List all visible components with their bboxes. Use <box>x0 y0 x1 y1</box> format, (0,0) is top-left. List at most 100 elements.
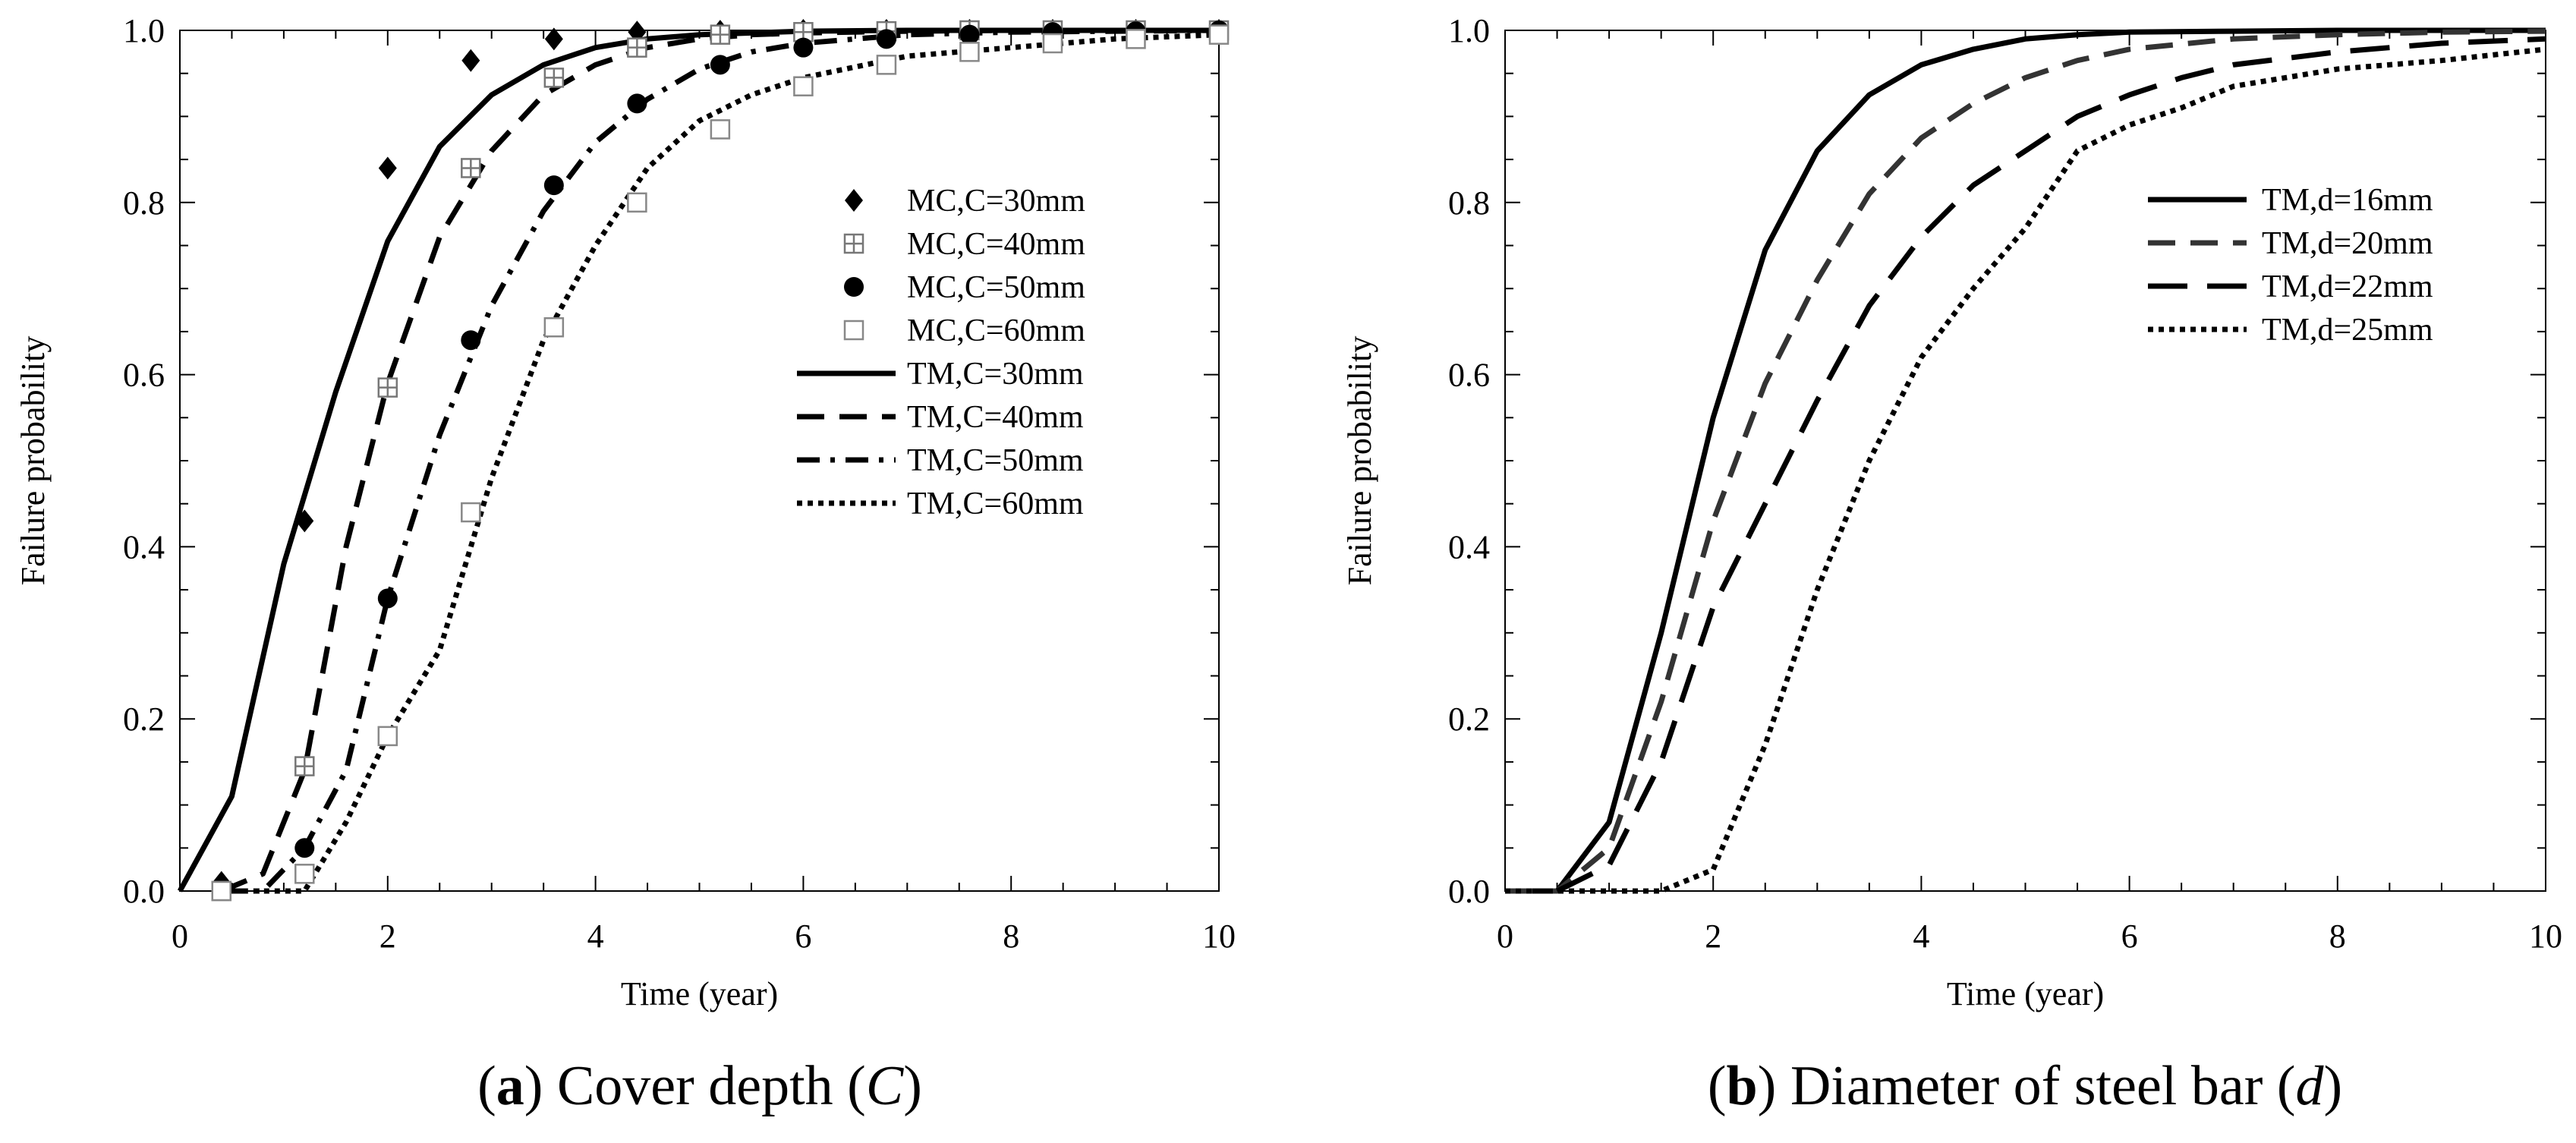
y-tick-label: 0.8 <box>1448 184 1490 222</box>
series-line-tm-d-16mm <box>1505 27 2546 894</box>
series-line-tm-c-50mm <box>221 27 1220 894</box>
y-tick-label: 1.0 <box>123 12 165 49</box>
caption-letter: b <box>1727 1055 1758 1117</box>
data-point-mc-c-60mm <box>211 880 232 902</box>
chart-panel-b: 0 2 4 6 8 10 0.0 0.2 0.4 0.6 0.8 1.0 Time (year) Fail… <box>1341 12 2562 1117</box>
data-point-mc-c-40mm <box>377 377 398 398</box>
data-point-mc-c-60mm <box>876 55 897 75</box>
legend: MC,C=30mm MC,C=40mm MC,C=50mm MC,C=60mm TM,C… <box>797 184 1085 521</box>
chart-panel-a: 0 2 4 6 8 10 0.0 0.2 0.4 0.6 0.8 1.0 Time (year) Fail… <box>14 12 1236 1117</box>
legend-marker <box>845 189 863 212</box>
data-point-mc-c-50mm <box>710 55 730 75</box>
legend-label: MC,C=30mm <box>907 184 1085 219</box>
y-tick-label: 0.2 <box>1448 701 1490 738</box>
legend-marker <box>843 320 864 341</box>
data-point-mc-c-40mm <box>710 24 731 45</box>
series-line-tm-d-20mm <box>1505 28 2546 894</box>
legend-label: MC,C=50mm <box>907 270 1085 305</box>
x-tick-label: 0 <box>172 918 188 955</box>
legend-label: TM,d=22mm <box>2262 269 2433 304</box>
x-tick-label: 8 <box>2329 918 2346 955</box>
panel-caption: (a) Cover depth (C) <box>477 1055 922 1117</box>
legend-label: TM,d=20mm <box>2262 226 2433 261</box>
data-point-mc-c-60mm <box>1208 24 1230 45</box>
y-tick-label: 1.0 <box>1448 12 1490 49</box>
caption-close-paren: ) <box>1758 1055 1777 1117</box>
data-point-mc-c-50mm <box>377 588 398 609</box>
x-tick-label: 6 <box>2121 918 2138 955</box>
data-point-mc-c-50mm <box>294 838 315 858</box>
legend-label: MC,C=60mm <box>907 313 1085 348</box>
legend: TM,d=16mm TM,d=20mm TM,d=22mm TM,d=25mm <box>2148 183 2433 348</box>
caption-variable: d <box>2296 1055 2325 1117</box>
data-point-mc-c-50mm <box>793 37 814 58</box>
x-tick-label: 2 <box>1705 918 1721 955</box>
y-tick-label: 0.0 <box>123 873 165 910</box>
legend-label: TM,C=40mm <box>907 400 1084 435</box>
data-point-mc-c-50mm <box>543 175 564 196</box>
x-tick-label: 10 <box>1202 918 1236 955</box>
legend-marker <box>844 277 864 297</box>
y-tick-label: 0.4 <box>1448 528 1490 565</box>
series-line-tm-c-40mm <box>220 27 1219 894</box>
caption-close-paren: ) <box>524 1055 543 1117</box>
data-point-mc-c-40mm <box>294 756 315 776</box>
caption-letter: a <box>496 1055 524 1117</box>
data-point-mc-c-40mm <box>793 22 814 43</box>
plot-frame <box>1504 30 2546 892</box>
legend-label: TM,C=60mm <box>907 486 1084 521</box>
data-point-mc-c-40mm <box>461 158 481 178</box>
data-point-mc-c-30mm <box>544 27 563 51</box>
caption-text: Cover depth ( <box>543 1055 865 1117</box>
series-line-tm-d-22mm <box>1556 36 2546 894</box>
data-point-mc-c-30mm <box>378 156 397 180</box>
data-point-mc-c-60mm <box>294 864 315 884</box>
data-point-mc-c-40mm <box>543 68 565 88</box>
caption-variable: C <box>866 1055 905 1117</box>
caption-end: ) <box>903 1055 922 1117</box>
data-point-mc-c-60mm <box>627 192 647 213</box>
x-axis-label: Time (year) <box>1947 975 2104 1012</box>
panel-caption: (b) Diameter of steel bar (d) <box>1708 1055 2342 1117</box>
data-point-mc-c-30mm <box>461 49 480 72</box>
data-point-mc-c-60mm <box>959 42 980 62</box>
x-tick-label: 0 <box>1497 918 1513 955</box>
y-tick-label: 0.8 <box>123 184 165 222</box>
legend-marker <box>843 233 864 254</box>
legend-label: TM,d=16mm <box>2262 183 2433 218</box>
y-tick-label: 0.4 <box>123 528 165 565</box>
data-point-mc-c-50mm <box>876 29 896 49</box>
legend-label: MC,C=40mm <box>907 227 1085 262</box>
legend-label: TM,C=30mm <box>907 357 1084 392</box>
data-point-mc-c-50mm <box>627 93 647 114</box>
data-point-mc-c-60mm <box>1042 33 1063 54</box>
caption-end: ) <box>2324 1055 2343 1117</box>
x-tick-label: 2 <box>379 918 396 955</box>
data-point-mc-c-50mm <box>461 330 481 351</box>
data-point-mc-c-60mm <box>377 726 398 747</box>
x-tick-label: 6 <box>795 918 811 955</box>
data-point-mc-c-60mm <box>1126 29 1146 49</box>
x-tick-label: 4 <box>1913 918 1929 955</box>
data-point-mc-c-60mm <box>710 119 731 140</box>
data-point-mc-c-60mm <box>543 316 565 338</box>
data-point-mc-c-60mm <box>461 502 481 523</box>
y-tick-label: 0.0 <box>1448 873 1490 910</box>
data-point-mc-c-50mm <box>959 24 980 45</box>
y-tick-label: 0.2 <box>123 701 165 738</box>
data-point-mc-c-60mm <box>793 76 814 96</box>
y-tick-label: 0.6 <box>123 357 165 394</box>
series-line-tm-d-25mm <box>1505 46 2546 894</box>
x-tick-label: 8 <box>1003 918 1019 955</box>
data-point-mc-c-40mm <box>627 37 647 58</box>
series-line-tm-c-60mm <box>221 32 1220 894</box>
legend-label: TM,d=25mm <box>2262 313 2433 348</box>
legend-label: TM,C=50mm <box>907 443 1084 478</box>
caption-text: Diameter of steel bar ( <box>1776 1055 2295 1117</box>
x-tick-label: 4 <box>587 918 604 955</box>
y-tick-label: 0.6 <box>1448 357 1490 394</box>
data-point-mc-c-30mm <box>295 509 314 533</box>
y-axis-label: Failure probability <box>14 336 52 586</box>
x-tick-label: 10 <box>2529 918 2562 955</box>
